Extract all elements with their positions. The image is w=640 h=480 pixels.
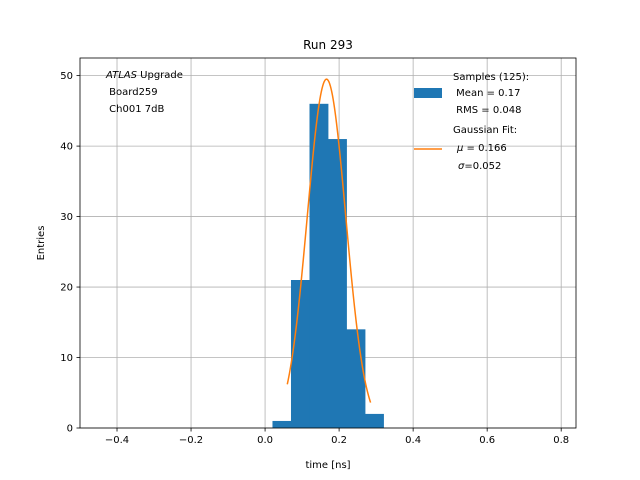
gaussian-fit <box>286 78 372 403</box>
y-tick-label: 10 <box>60 353 73 364</box>
x-axis-label: time [ns] <box>305 460 350 471</box>
y-axis-ticks: 0 10 20 30 40 50 <box>60 71 80 435</box>
y-tick-label: 50 <box>60 71 73 82</box>
plot-frame <box>79 57 577 429</box>
gaussian-fit-curve <box>286 78 372 403</box>
chart-title: Run 293 <box>303 38 353 52</box>
histogram-bar <box>346 329 366 428</box>
histogram-bar <box>272 420 292 428</box>
x-tick-label: 0.8 <box>553 435 569 446</box>
legend-samples-rms: RMS = 0.048 <box>453 105 521 116</box>
annotation-line-3: Ch001 7dB <box>106 104 164 115</box>
histogram-bar <box>365 413 384 428</box>
histogram-bars <box>272 103 384 429</box>
histogram-bar <box>290 280 310 428</box>
x-tick-label: 0.2 <box>331 435 347 446</box>
atlas-annotation: ATLAS Upgrade Board259 Ch001 7dB <box>105 70 183 115</box>
x-tick-label: −0.4 <box>105 435 129 446</box>
annotation-line-2: Board259 <box>106 87 158 98</box>
histogram-bar <box>309 103 329 429</box>
x-tick-label: −0.2 <box>179 435 203 446</box>
mu-symbol: μ <box>456 143 463 154</box>
legend-samples-mean: Mean = 0.17 <box>453 88 520 99</box>
sigma-value: =0.052 <box>464 161 501 172</box>
y-tick-label: 20 <box>60 283 73 294</box>
histogram-bar <box>328 139 347 429</box>
x-tick-label: 0.6 <box>479 435 495 446</box>
x-tick-label: 0.4 <box>405 435 421 446</box>
legend-fit-sigma: σ=0.052 <box>458 161 501 172</box>
mu-value: = 0.166 <box>463 143 506 154</box>
annotation-line-1: ATLAS Upgrade <box>105 70 183 81</box>
legend: Samples (125): Mean = 0.17 RMS = 0.048 G… <box>414 72 529 172</box>
atlas-italic-text: ATLAS <box>105 70 138 81</box>
y-tick-label: 0 <box>67 424 73 435</box>
y-axis-label: Entries <box>36 226 47 261</box>
legend-fit-title: Gaussian Fit: <box>453 125 517 136</box>
y-tick-label: 40 <box>60 142 73 153</box>
legend-samples-patch <box>414 88 442 98</box>
atlas-upgrade-text: Upgrade <box>137 70 183 81</box>
x-axis-ticks: −0.4 −0.2 0.0 0.2 0.4 0.6 0.8 <box>105 428 569 446</box>
y-tick-label: 30 <box>60 212 73 223</box>
x-tick-label: 0.0 <box>257 435 273 446</box>
sigma-symbol: σ <box>458 161 465 172</box>
legend-samples-title: Samples (125): <box>453 72 529 83</box>
legend-fit-mu: μ = 0.166 <box>456 143 507 154</box>
